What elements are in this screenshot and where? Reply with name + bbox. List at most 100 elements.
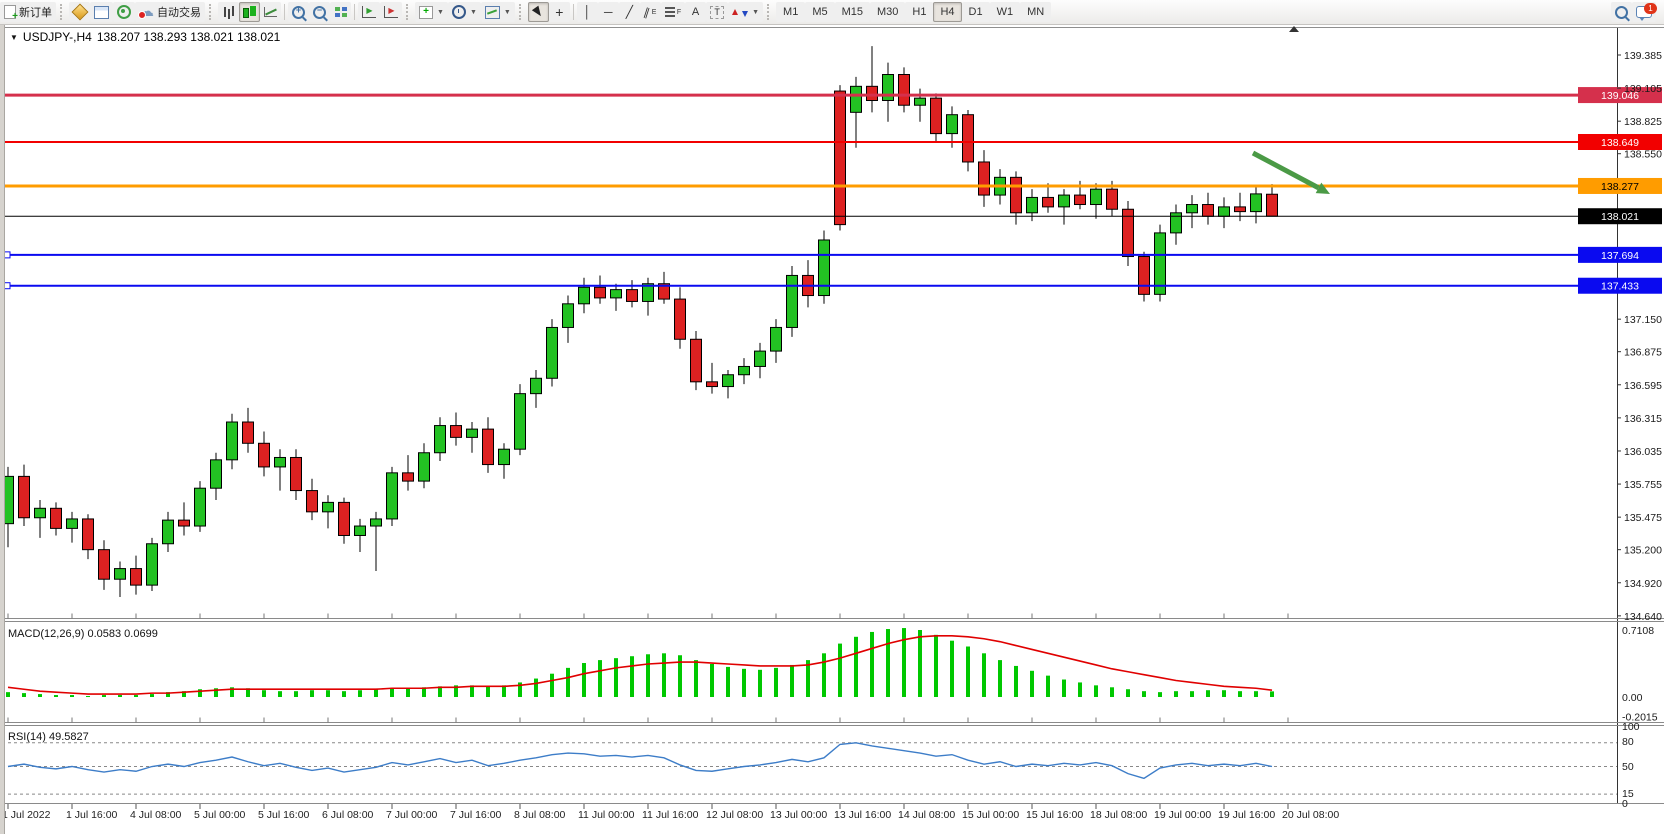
horizontal-line-tool-button[interactable]: ─ — [597, 2, 619, 22]
market-watch-button[interactable] — [69, 2, 90, 22]
text-label-tool-button[interactable]: T — [706, 2, 729, 22]
timeframe-m5-button[interactable]: M5 — [805, 2, 835, 22]
candle — [1138, 256, 1150, 295]
svg-text:135.475: 135.475 — [1624, 512, 1662, 524]
chart-frame — [0, 26, 1664, 804]
clock-icon — [451, 5, 466, 19]
candle — [210, 459, 222, 489]
candle — [1154, 232, 1166, 295]
candle — [66, 518, 78, 529]
zoom-out-icon: − — [313, 5, 326, 19]
tile-windows-button[interactable] — [330, 2, 351, 22]
rsi-pane: RSI(14) 49.5827 100 80 50 150 — [2, 721, 1640, 810]
fibonacci-tool-button[interactable]: F — [660, 2, 686, 22]
candle — [546, 326, 558, 379]
candle — [754, 350, 766, 367]
candle — [1218, 206, 1230, 217]
candle — [98, 549, 110, 580]
new-chart-button[interactable] — [90, 2, 113, 22]
line-chart-button[interactable] — [260, 2, 281, 22]
toolbar-grip — [767, 4, 772, 20]
vertical-line-icon: │ — [583, 5, 592, 19]
text-tool-button[interactable]: A — [685, 2, 707, 22]
candlestick-chart-button[interactable] — [239, 2, 260, 22]
crosshair-icon: + — [555, 4, 564, 20]
macd-signal-line — [7, 635, 1273, 695]
candle — [258, 442, 270, 468]
chart-shift-button[interactable]: ▶ — [380, 2, 402, 22]
chart-window-icon — [94, 5, 109, 19]
candle — [1250, 193, 1262, 213]
chevron-down-icon[interactable]: ▼ — [10, 32, 18, 42]
svg-text:134.640: 134.640 — [1624, 611, 1662, 623]
svg-text:137.150: 137.150 — [1624, 314, 1662, 326]
candle — [290, 456, 302, 492]
timeframe-mn-button[interactable]: MN — [1020, 2, 1052, 22]
svg-text:12 Jul 08:00: 12 Jul 08:00 — [706, 809, 763, 821]
trend-arrow-annotation — [1251, 150, 1330, 194]
candle — [850, 85, 862, 113]
signals-button[interactable] — [113, 2, 135, 22]
horizontal-line-icon: ─ — [604, 5, 613, 19]
timeframe-d1-button[interactable]: D1 — [961, 2, 990, 22]
svg-text:14 Jul 08:00: 14 Jul 08:00 — [898, 809, 955, 821]
svg-text:13 Jul 00:00: 13 Jul 00:00 — [770, 809, 827, 821]
symbol-period-label: USDJPY-,H4 — [22, 30, 92, 44]
trendline-tool-button[interactable]: ╱ — [618, 2, 640, 22]
zoom-out-button[interactable]: − — [309, 2, 330, 22]
candle — [866, 85, 878, 102]
svg-text:-0.2015: -0.2015 — [1622, 712, 1658, 724]
svg-text:11 Jul 16:00: 11 Jul 16:00 — [642, 809, 699, 821]
candle — [450, 425, 462, 438]
search-icon — [1615, 5, 1628, 19]
crosshair-tool-button[interactable]: + — [548, 2, 570, 22]
svg-text:4 Jul 08:00: 4 Jul 08:00 — [130, 809, 182, 821]
svg-text:20 Jul 08:00: 20 Jul 08:00 — [1282, 809, 1339, 821]
template-icon — [484, 5, 500, 19]
new-order-button[interactable]: 新订单 — [0, 2, 56, 22]
candle — [818, 239, 830, 297]
toolbar-separator — [572, 4, 574, 20]
periods-button[interactable]: ▼ — [447, 2, 481, 22]
notifications-button[interactable]: 1 — [1632, 2, 1657, 22]
candle — [498, 448, 510, 466]
trendline-icon: ╱ — [625, 5, 633, 19]
timeframe-h1-button[interactable]: H1 — [905, 2, 934, 22]
candle — [562, 303, 574, 328]
candle — [194, 487, 206, 527]
chevron-down-icon: ▼ — [469, 8, 477, 16]
candle — [1170, 212, 1182, 234]
timeframe-w1-button[interactable]: W1 — [989, 2, 1021, 22]
candle — [274, 456, 286, 468]
auto-trading-label: 自动交易 — [157, 7, 201, 19]
vertical-line-tool-button[interactable]: │ — [576, 2, 598, 22]
timeframe-m15-button[interactable]: M15 — [834, 2, 870, 22]
cursor-tool-button[interactable] — [527, 2, 549, 22]
auto-trading-button[interactable]: ☁ 自动交易 — [135, 2, 205, 22]
candle — [1090, 188, 1102, 206]
candle — [242, 421, 254, 444]
templates-button[interactable]: ▼ — [480, 2, 515, 22]
candle — [626, 289, 638, 302]
bar-chart-button[interactable] — [218, 2, 239, 22]
arrows-tool-button[interactable]: ▼ — [728, 2, 764, 22]
svg-text:18 Jul 08:00: 18 Jul 08:00 — [1090, 809, 1147, 821]
svg-text:19 Jul 16:00: 19 Jul 16:00 — [1218, 809, 1275, 821]
search-button[interactable] — [1611, 2, 1632, 22]
candle — [338, 501, 350, 536]
auto-scroll-icon: ▶ — [362, 6, 376, 18]
rsi-label: RSI(14) 49.5827 — [8, 731, 89, 743]
candle — [770, 326, 782, 352]
candle — [34, 507, 46, 519]
timeframe-m1-button[interactable]: M1 — [776, 2, 806, 22]
indicators-button[interactable]: + ▼ — [415, 2, 448, 22]
channel-tool-button[interactable]: ∥ E — [639, 2, 661, 22]
toolbar-separator — [284, 4, 285, 20]
auto-scroll-button[interactable]: ▶ — [358, 2, 380, 22]
zoom-in-button[interactable]: + — [288, 2, 309, 22]
candles — [2, 46, 1278, 597]
timeframe-m30-button[interactable]: M30 — [870, 2, 906, 22]
timeframe-h4-button[interactable]: H4 — [933, 2, 962, 22]
svg-text:15 Jul 16:00: 15 Jul 16:00 — [1026, 809, 1083, 821]
